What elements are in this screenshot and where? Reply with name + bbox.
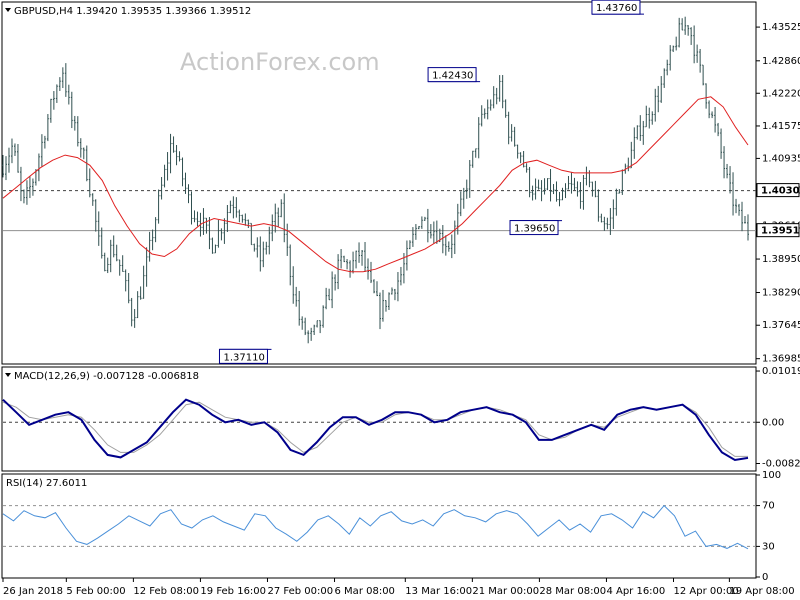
rsi-y-tick-label: 70 — [762, 501, 775, 512]
hline-label: 1.40300 — [761, 186, 800, 197]
x-tick-label: 27 Feb 00:00 — [267, 586, 333, 597]
x-axis: 26 Jan 2018 5 Feb 00:00 12 Feb 08:00 19 Feb… — [2, 578, 795, 597]
x-tick-label: 12 Apr 00:00 — [674, 586, 739, 597]
annotation-label: 1.37110 — [223, 352, 264, 363]
macd-panel-frame — [1, 366, 757, 472]
hline-label-box — [756, 183, 800, 198]
x-tick-label: 19 Feb 16:00 — [200, 586, 266, 597]
annotation-box — [427, 67, 477, 83]
hline-label-box — [756, 223, 800, 238]
price-header: GBPUSD,H4 1.39420 1.39535 1.39366 1.3951… — [14, 6, 251, 17]
annotation-box — [509, 220, 559, 236]
x-tick-label: 26 Jan 2018 — [3, 586, 63, 597]
rsi-panel-frame — [1, 473, 757, 579]
price-y-tick-label: 1.42860 — [762, 56, 800, 67]
x-tick-label: 6 Mar 08:00 — [335, 586, 395, 597]
x-tick-label: 13 Mar 16:00 — [405, 586, 472, 597]
rsi-layer: 100 70 30 0 — [2, 470, 781, 583]
macd-signal-line — [2, 401, 748, 457]
moving-average-line — [2, 96, 749, 273]
watermark: ActionForex.com — [180, 48, 380, 76]
macd-y-tick-label: 0.00 — [762, 417, 784, 428]
price-header-arrow-icon — [5, 8, 11, 12]
rsi-line — [2, 504, 749, 550]
annotation-label: 1.43760 — [596, 3, 637, 14]
annotation-box — [591, 0, 641, 15]
macd-y-tick-label: -0.008206 — [762, 458, 800, 469]
price-y-tick-label: 1.42220 — [762, 88, 800, 99]
price-y-tick-label: 1.43525 — [762, 22, 800, 33]
macd-header: MACD(12,26,9) -0.007128 -0.006818 — [14, 371, 199, 382]
x-tick-label: 4 Apr 16:00 — [606, 586, 665, 597]
price-layer: 1.43525 1.42860 1.42220 1.41575 1.40935 1.403… — [2, 0, 800, 365]
x-tick-label: 21 Mar 00:00 — [472, 586, 539, 597]
rsi-header: RSI(14) 27.6011 — [6, 478, 87, 489]
price-y-tick-label: 1.41575 — [762, 121, 800, 132]
price-y-tick-label: 1.40935 — [762, 153, 800, 164]
price-y-tick-label: 1.38290 — [762, 288, 800, 299]
annotation-label: 1.39650 — [514, 224, 555, 235]
price-y-tick-label: 1.37645 — [762, 320, 800, 331]
x-tick-label: 5 Feb 00:00 — [66, 586, 125, 597]
annotation-label: 1.42430 — [432, 71, 473, 82]
macd-y-tick-label: 0.010197 — [762, 366, 800, 377]
annotation-box — [218, 348, 268, 364]
price-y-tick-label: 1.38950 — [762, 254, 800, 265]
macd-line — [2, 398, 749, 462]
rsi-y-tick-label: 30 — [762, 541, 775, 552]
price-y-tick-label: 1.36985 — [762, 354, 800, 365]
rsi-y-tick-label: 100 — [762, 470, 781, 481]
x-tick-label: 12 Feb 08:00 — [133, 586, 199, 597]
x-tick-label: 19 Apr 08:00 — [729, 586, 794, 597]
price-panel-frame — [1, 1, 757, 365]
hline-label: 1.39512 — [761, 226, 800, 237]
macd-layer: 0.010197 0.00 -0.008206 — [2, 366, 800, 469]
macd-header-arrow-icon — [5, 373, 11, 377]
x-tick-label: 28 Mar 08:00 — [539, 586, 606, 597]
rsi-y-tick-label: 0 — [762, 572, 768, 583]
